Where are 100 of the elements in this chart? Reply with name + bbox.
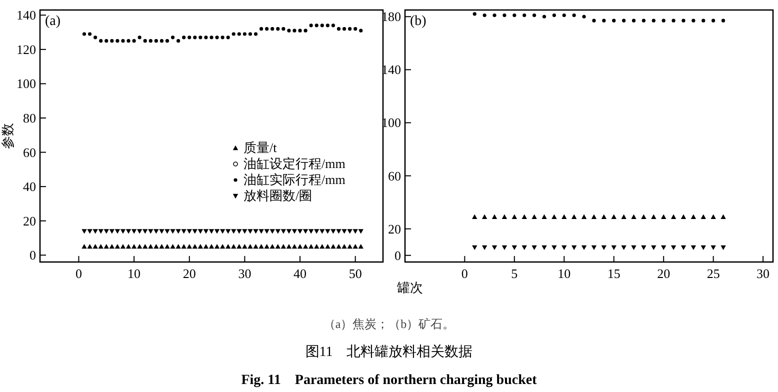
point xyxy=(98,229,104,234)
legend-label: 油缸实际行程/mm xyxy=(244,172,346,187)
point xyxy=(670,245,676,250)
point xyxy=(710,245,716,250)
point xyxy=(512,214,518,219)
point xyxy=(181,229,186,234)
x-tick-label: 20 xyxy=(182,266,196,281)
point xyxy=(114,244,120,249)
point xyxy=(482,245,488,250)
point xyxy=(181,244,186,249)
point xyxy=(602,18,606,22)
point xyxy=(165,39,170,43)
point xyxy=(612,18,616,22)
point xyxy=(552,245,557,250)
point xyxy=(136,229,142,234)
point xyxy=(176,229,181,234)
point xyxy=(314,24,318,28)
point xyxy=(601,214,607,219)
point xyxy=(270,229,275,234)
point xyxy=(253,229,258,234)
point xyxy=(651,214,656,219)
point xyxy=(270,244,275,249)
y-tick-label: 60 xyxy=(23,144,36,160)
x-tick-label: 30 xyxy=(238,266,252,281)
point xyxy=(331,24,336,28)
y-tick-label: 140 xyxy=(382,62,401,78)
point xyxy=(92,229,98,234)
point xyxy=(297,244,303,249)
point xyxy=(120,244,126,249)
text: （a）焦炭；（b）矿石。 xyxy=(323,317,455,331)
x-tick-label: 10 xyxy=(558,266,571,281)
caption: Fig. 11 Parameters of northern charging bucket xyxy=(241,373,538,388)
point xyxy=(154,39,158,43)
point xyxy=(522,214,527,219)
point xyxy=(242,229,248,234)
point xyxy=(131,244,137,249)
point xyxy=(592,18,596,22)
point xyxy=(198,36,202,40)
point xyxy=(502,214,508,219)
point xyxy=(562,214,567,219)
point xyxy=(109,244,115,249)
point xyxy=(482,14,486,18)
point xyxy=(522,245,527,250)
y-tick-label: 180 xyxy=(382,9,401,24)
point xyxy=(159,244,164,249)
point xyxy=(721,18,726,22)
point xyxy=(264,244,270,249)
point xyxy=(314,229,320,234)
point xyxy=(492,245,498,250)
point xyxy=(220,229,226,234)
point xyxy=(248,229,253,234)
point xyxy=(622,18,626,22)
point xyxy=(176,39,180,43)
x-tick-label: 0 xyxy=(461,266,468,281)
point xyxy=(651,245,656,250)
point xyxy=(336,229,342,234)
point xyxy=(682,18,686,22)
point xyxy=(114,229,120,234)
point xyxy=(164,229,170,234)
point xyxy=(512,14,516,18)
point xyxy=(347,229,352,234)
point xyxy=(253,244,258,249)
x-tick-label: 10 xyxy=(128,266,141,281)
point xyxy=(652,18,656,22)
point xyxy=(236,244,242,249)
point xyxy=(226,36,230,40)
caption: 图11 北料罐放料相关数据 xyxy=(305,344,473,360)
point xyxy=(82,244,87,249)
point xyxy=(148,39,152,43)
point xyxy=(142,244,148,249)
point xyxy=(502,245,508,250)
y-tick-label: 20 xyxy=(23,213,36,228)
point xyxy=(571,245,577,250)
point xyxy=(210,36,214,40)
point xyxy=(712,18,716,22)
point xyxy=(287,28,291,32)
point xyxy=(292,244,298,249)
point xyxy=(309,24,313,28)
point xyxy=(248,244,253,249)
point xyxy=(275,229,280,234)
point xyxy=(532,214,537,219)
y-tick-label: 100 xyxy=(382,115,401,130)
point xyxy=(297,229,303,234)
y-tick-label: 20 xyxy=(388,221,401,236)
y-tick-label: 80 xyxy=(23,110,36,126)
point xyxy=(591,214,597,219)
point xyxy=(325,229,330,234)
point xyxy=(690,245,696,250)
point xyxy=(342,27,346,31)
point xyxy=(672,18,676,22)
point xyxy=(170,36,175,40)
legend-label: 放料圈数/圈 xyxy=(244,188,312,203)
point xyxy=(198,244,204,249)
point xyxy=(542,245,547,250)
point xyxy=(142,229,148,234)
point xyxy=(720,214,726,219)
point xyxy=(690,214,696,219)
point xyxy=(472,12,476,16)
x-tick-label: 5 xyxy=(511,266,518,281)
y-tick-label: 140 xyxy=(16,8,36,23)
